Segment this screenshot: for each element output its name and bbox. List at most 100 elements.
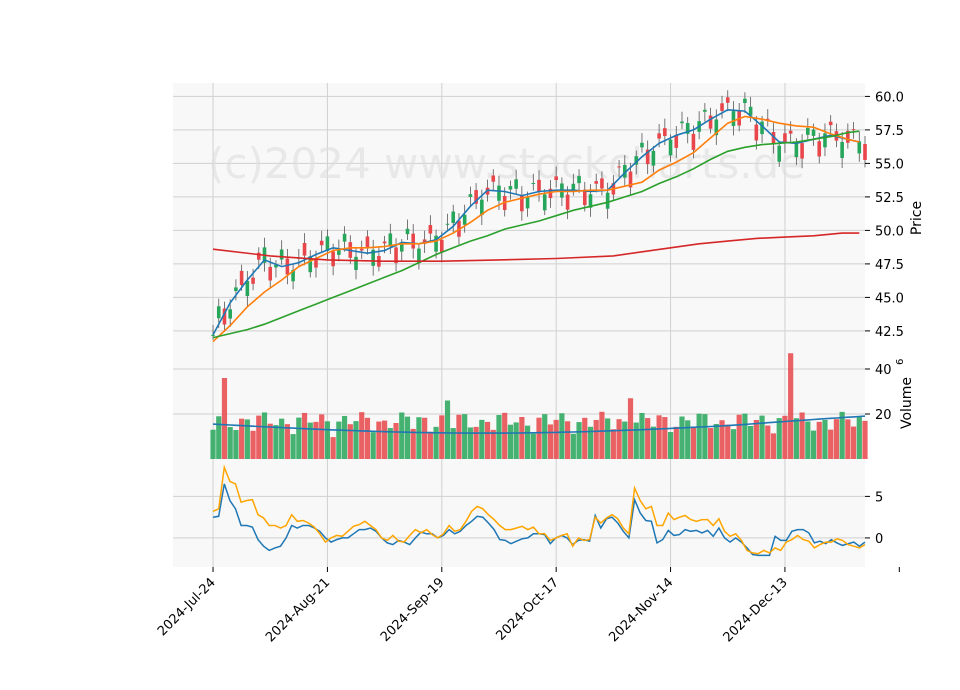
- candle-body: [657, 133, 661, 139]
- volume-bar: [673, 426, 679, 459]
- volume-bar: [296, 417, 302, 459]
- candle-body: [216, 306, 221, 319]
- candle-body: [462, 214, 467, 225]
- candle-body: [445, 223, 450, 225]
- candle-body: [245, 280, 250, 297]
- volume-bar: [856, 417, 862, 459]
- candle-body: [851, 129, 856, 131]
- candle-body: [388, 233, 393, 247]
- volume-bar: [502, 412, 508, 459]
- volume-bar: [627, 398, 634, 459]
- macd-panel-background: [173, 459, 865, 567]
- x-tick-label: 2024-Sep-19: [378, 575, 448, 645]
- volume-ma-line: [212, 415, 866, 434]
- volume-bar: [490, 429, 496, 459]
- volume-bar: [404, 416, 411, 459]
- candle-body: [554, 176, 558, 181]
- candle-body: [685, 123, 690, 134]
- price-tick-label: 52.5: [875, 191, 904, 206]
- candle-body: [760, 121, 764, 135]
- volume-bar: [730, 429, 737, 459]
- volume-bar: [622, 421, 628, 459]
- volume-bar: [822, 419, 828, 459]
- candle-body: [794, 143, 799, 158]
- volume-bar: [313, 421, 319, 459]
- candle-body: [291, 269, 295, 282]
- price-moving-averages: [212, 108, 860, 343]
- volume-bar: [765, 425, 771, 459]
- volume-bar: [645, 418, 651, 459]
- volume-axis-label-text: Volume: [899, 377, 915, 429]
- candle-body: [211, 334, 215, 336]
- volume-bar: [341, 415, 348, 459]
- volume-bar: [725, 424, 731, 459]
- volume-bar: [496, 414, 502, 459]
- volume-bar: [347, 424, 353, 459]
- candle-body: [508, 186, 513, 190]
- candle-body: [754, 124, 759, 141]
- candle-body: [531, 183, 536, 185]
- candle-body: [308, 256, 313, 273]
- candle-body: [279, 249, 284, 260]
- candle-body: [354, 256, 358, 270]
- candle-body: [474, 190, 478, 204]
- volume-bar: [650, 426, 656, 459]
- volume-bar: [850, 426, 857, 459]
- volume-bar: [799, 412, 805, 459]
- candle-body: [382, 241, 387, 244]
- volume-bar: [221, 378, 228, 459]
- candle-body: [365, 236, 370, 248]
- candle-body: [514, 179, 518, 189]
- volume-bar: [376, 421, 382, 459]
- volume-bar: [244, 419, 250, 459]
- volume-bar: [256, 415, 262, 459]
- volume-bar: [370, 432, 376, 459]
- signal-line: [212, 464, 866, 555]
- volume-axis-label: Volume 6: [895, 359, 915, 429]
- volume-bars: [210, 353, 868, 459]
- volume-bar: [565, 421, 571, 459]
- candle-body: [520, 195, 524, 212]
- volume-bar: [776, 418, 782, 459]
- volume-bar: [616, 419, 622, 459]
- candle-body: [640, 142, 644, 148]
- volume-bar: [301, 412, 308, 459]
- volume-bar: [816, 421, 822, 459]
- volume-bar: [467, 427, 473, 459]
- volume-bar: [736, 414, 742, 459]
- candle-body: [806, 127, 810, 135]
- volume-bar: [462, 414, 468, 459]
- candle-body: [680, 121, 684, 124]
- volume-bar: [513, 422, 519, 459]
- candle-body: [623, 164, 627, 178]
- macd-lines: [212, 464, 866, 557]
- volume-bar: [839, 411, 845, 459]
- candle-body: [788, 130, 793, 134]
- candle-body: [708, 115, 713, 129]
- candle-body: [674, 134, 679, 148]
- candle-body: [537, 179, 541, 192]
- volume-bar: [793, 418, 799, 459]
- price-tick-label: 47.5: [875, 258, 904, 273]
- candle-body: [268, 266, 273, 281]
- candle-body: [811, 129, 816, 136]
- candle-body: [394, 247, 398, 264]
- candle-body: [765, 118, 770, 120]
- candle-body: [617, 166, 621, 168]
- candle-body: [731, 111, 736, 127]
- volume-bar: [336, 421, 342, 459]
- macd-tick-label: 0: [875, 532, 883, 547]
- candle-body: [840, 141, 844, 158]
- watermark: (c)2024 www.stockcharts.de: [208, 139, 805, 188]
- candle-body: [577, 176, 581, 184]
- volume-bar: [862, 420, 868, 459]
- volume-bar: [542, 414, 548, 459]
- candle-body: [331, 251, 335, 267]
- x-tick-label: 2024-Jul-24: [155, 575, 219, 639]
- volume-bar: [382, 420, 388, 459]
- candle-body: [605, 192, 610, 209]
- volume-bar: [593, 419, 599, 459]
- volume-bar: [599, 411, 605, 459]
- volume-bar: [444, 400, 451, 459]
- candle-body: [582, 189, 587, 206]
